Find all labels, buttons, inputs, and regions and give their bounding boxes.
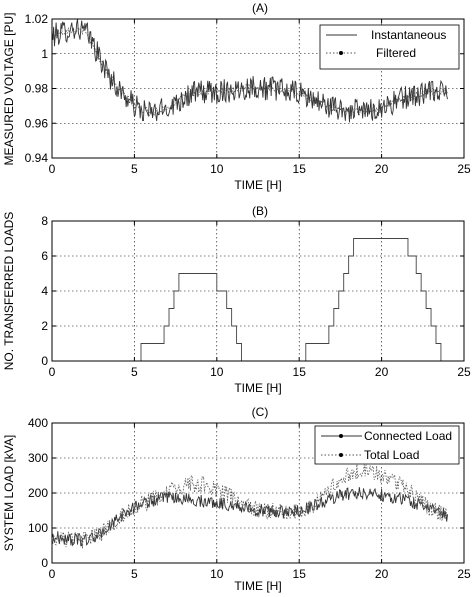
y-tick-label: 100 — [28, 521, 48, 535]
chart-title-c: (C) — [252, 405, 269, 419]
x-axis-label-b: TIME [H] — [234, 381, 281, 395]
x-tick-label: 15 — [293, 162, 307, 176]
ticks-b: 0 5 10 15 20 25 0 2 4 6 8 — [41, 214, 471, 379]
y-tick-label: 4 — [41, 284, 48, 298]
y-tick-label: 0 — [41, 556, 48, 570]
legend-a: Instantaneous Filtered — [319, 24, 460, 70]
x-axis-label-c: TIME [H] — [234, 579, 281, 593]
ticks-a: 0 5 10 15 20 25 0.94 0.96 0.98 1 1.02 — [25, 12, 471, 176]
y-tick-label: 8 — [41, 214, 48, 228]
x-tick-label: 20 — [375, 567, 389, 581]
ticks-c: 0 5 10 15 20 25 0 100 200 300 400 — [28, 416, 471, 581]
x-tick-label: 20 — [375, 162, 389, 176]
x-tick-label: 25 — [457, 162, 471, 176]
y-axis-label-c: SYSTEM LOAD [kVA] — [2, 435, 16, 551]
x-tick-label: 0 — [49, 162, 56, 176]
lines-b — [52, 238, 448, 362]
legend-c: Connected Load Total Load — [314, 425, 460, 465]
x-tick-label: 10 — [210, 162, 224, 176]
chart-title-a: (A) — [252, 1, 268, 15]
panel-c: (C) 0 5 10 15 20 25 0 100 200 300 400 TIME [H] SYS… — [2, 405, 471, 593]
instantaneous-series-line — [51, 18, 448, 123]
lines-a — [51, 18, 448, 123]
legend-marker-filtered — [339, 51, 343, 55]
legend-label-filtered: Filtered — [376, 46, 416, 60]
x-tick-label: 15 — [293, 365, 307, 379]
filtered-series-line — [51, 26, 448, 117]
y-tick-label: 0.96 — [25, 116, 49, 130]
y-tick-label: 300 — [28, 451, 48, 465]
x-tick-label: 0 — [49, 365, 56, 379]
x-tick-label: 10 — [210, 365, 224, 379]
legend-marker-total-load — [339, 453, 343, 457]
legend-box-c — [314, 425, 460, 465]
grid-c — [52, 423, 464, 563]
x-axis-label-a: TIME [H] — [234, 178, 281, 192]
panel-b: (B) 0 5 10 15 20 25 0 2 4 6 8 TIME [H] NO. TRANSFE… — [2, 204, 471, 395]
panel-a: (A) 0 5 10 15 20 25 0.94 0.96 0.98 1 1.02 TIME [H]… — [2, 1, 471, 192]
x-tick-label: 15 — [293, 567, 307, 581]
y-tick-label: 1.02 — [25, 12, 49, 26]
y-tick-label: 0.98 — [25, 82, 49, 96]
x-tick-label: 5 — [131, 365, 138, 379]
legend-label-connected-load: Connected Load — [364, 429, 452, 443]
chart-title-b: (B) — [252, 204, 268, 218]
x-tick-label: 20 — [375, 365, 389, 379]
lines-c — [51, 462, 448, 549]
legend-label-instantaneous: Instantaneous — [371, 28, 446, 42]
x-tick-label: 10 — [210, 567, 224, 581]
y-tick-label: 400 — [28, 416, 48, 430]
y-tick-label: 0.94 — [25, 151, 49, 165]
plot-frame-b — [52, 221, 464, 361]
y-tick-label: 1 — [41, 47, 48, 61]
x-tick-label: 25 — [457, 365, 471, 379]
total-load-series-line — [51, 462, 448, 549]
y-axis-label-a: MEASURED VOLTAGE [PU] — [2, 13, 16, 166]
legend-marker-connected-load — [339, 434, 343, 438]
x-tick-label: 5 — [131, 162, 138, 176]
y-tick-label: 200 — [28, 486, 48, 500]
x-tick-label: 5 — [131, 567, 138, 581]
y-tick-label: 6 — [41, 249, 48, 263]
x-tick-label: 25 — [457, 567, 471, 581]
x-tick-label: 0 — [49, 567, 56, 581]
y-tick-label: 2 — [41, 319, 48, 333]
legend-label-total-load: Total Load — [364, 448, 419, 462]
y-axis-label-b: NO. TRANSFERRED LOADS — [2, 212, 16, 370]
legend-box-a — [319, 24, 460, 70]
y-tick-label: 0 — [41, 354, 48, 368]
transferred-loads-series-line — [52, 238, 448, 362]
grid-b — [52, 221, 464, 361]
